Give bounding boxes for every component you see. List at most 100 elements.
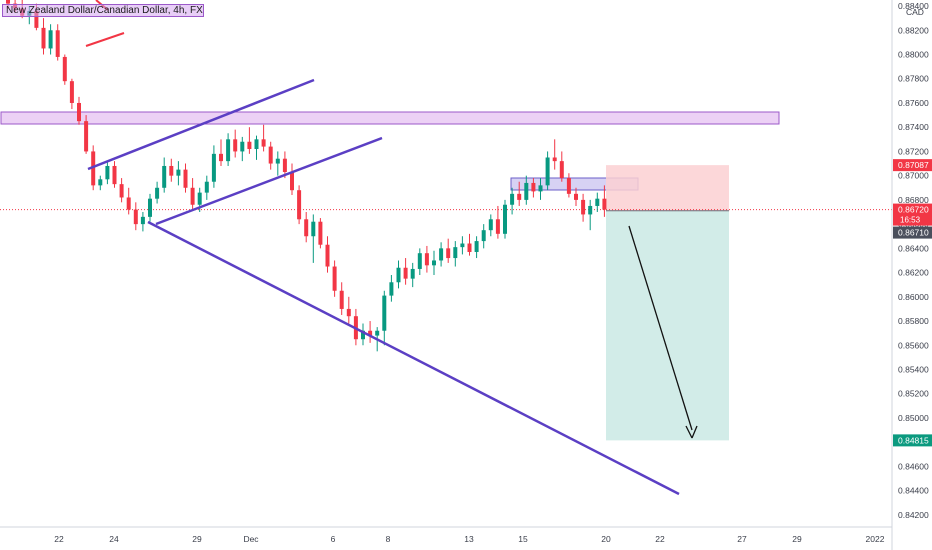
- y-tick-label: 0.85400: [898, 365, 929, 375]
- y-tick-label: 0.85200: [898, 389, 929, 399]
- candle-body: [297, 190, 302, 220]
- y-tick-label: 0.87800: [898, 74, 929, 84]
- channel-upper-line: [87, 78, 315, 171]
- candle-body: [588, 205, 593, 215]
- candle-body: [552, 157, 557, 162]
- y-tick-label: 0.84600: [898, 461, 929, 471]
- candle-body: [566, 178, 571, 194]
- candle-body: [403, 267, 408, 279]
- target-price-badge: [893, 434, 932, 447]
- candle-body: [396, 267, 401, 283]
- x-tick-label: 15: [518, 534, 528, 544]
- red-trendline: [85, 32, 125, 47]
- support-trendline: [147, 220, 680, 496]
- candle-body: [389, 282, 394, 296]
- candle-body: [62, 56, 67, 82]
- candle-body: [268, 146, 273, 164]
- candle-body: [304, 219, 309, 237]
- drawings-layer: [85, 0, 698, 496]
- candle-body: [282, 158, 287, 173]
- candle-body: [155, 187, 160, 199]
- candle-body: [410, 268, 415, 279]
- candle-body: [126, 197, 131, 210]
- y-tick-label: 0.86200: [898, 268, 929, 278]
- candle-body: [595, 198, 600, 206]
- candle-body: [488, 219, 493, 231]
- candle-body: [226, 139, 231, 162]
- candle-body: [254, 139, 259, 150]
- candle-body: [460, 243, 465, 248]
- candle-body: [510, 193, 515, 205]
- candle-body: [503, 204, 507, 234]
- candle-body: [545, 157, 550, 186]
- candle-body: [275, 158, 280, 164]
- x-tick-label: 27: [737, 534, 747, 544]
- candle-body: [517, 193, 522, 200]
- candle-body: [211, 153, 216, 182]
- candle-body: [531, 182, 536, 192]
- candle-body: [91, 151, 96, 186]
- zones-layer: [0, 111, 892, 441]
- x-tick-label: 22: [655, 534, 665, 544]
- current-price-label: 0.86720: [898, 205, 929, 215]
- y-tick-label: 0.86800: [898, 195, 929, 205]
- candle-body: [581, 199, 586, 215]
- entry-price-label: 0.86710: [898, 228, 929, 238]
- candle-body: [481, 230, 486, 242]
- candle-body: [474, 241, 479, 252]
- candle-body: [162, 165, 167, 188]
- y-tick-label: 0.87600: [898, 98, 929, 108]
- candle-body: [332, 266, 337, 291]
- candle-body: [382, 295, 387, 331]
- channel-lower-line: [155, 136, 383, 226]
- candle-body: [453, 247, 458, 259]
- candle-body: [361, 330, 365, 340]
- y-tick-label: 0.88000: [898, 50, 929, 60]
- candle-body: [41, 27, 46, 49]
- candle-body: [69, 81, 74, 103]
- y-tick-label: 0.87000: [898, 171, 929, 181]
- candle-body: [574, 193, 578, 200]
- candle-body: [559, 161, 564, 179]
- candle-body: [467, 243, 472, 252]
- candle-body: [119, 184, 124, 198]
- x-tick-label: 29: [792, 534, 802, 544]
- x-tick-label: 13: [464, 534, 474, 544]
- x-tick-label: 22: [54, 534, 64, 544]
- candle-body: [98, 179, 103, 186]
- x-tick-label: 6: [331, 534, 336, 544]
- y-tick-label: 0.87200: [898, 146, 929, 156]
- candle-body: [446, 248, 451, 259]
- candle-body: [290, 172, 294, 191]
- candle-body: [240, 141, 245, 152]
- chart-title: New Zealand Dollar/Canadian Dollar, 4h, …: [2, 4, 204, 17]
- candle-body: [55, 30, 60, 57]
- target-price-label: 0.84815: [898, 435, 929, 445]
- stop-price-badge: [893, 159, 932, 172]
- candle-body: [148, 198, 152, 217]
- stop-price-label: 0.87087: [898, 160, 929, 170]
- candle-body: [183, 169, 188, 188]
- candle-body: [538, 185, 543, 192]
- candle-body: [34, 10, 39, 28]
- take-profit-zone: [606, 210, 729, 441]
- x-tick-label: 2022: [866, 534, 885, 544]
- candle-body: [339, 290, 344, 309]
- candle-body: [219, 153, 223, 162]
- projection-arrow-line: [628, 225, 693, 431]
- countdown-label: 16:53: [900, 216, 921, 225]
- candle-body: [190, 187, 195, 205]
- candle-body: [368, 330, 373, 336]
- projection-arrow-head: [685, 425, 698, 439]
- candle-body: [346, 308, 351, 317]
- current-price-badge: [893, 203, 932, 226]
- candles-layer: [6, 0, 607, 352]
- candle-body: [48, 30, 53, 49]
- candle-body: [133, 209, 138, 225]
- y-tick-label: 0.88400: [898, 1, 929, 11]
- currency-label: CAD: [906, 7, 924, 17]
- candle-body: [325, 244, 330, 267]
- x-tick-label: 20: [601, 534, 611, 544]
